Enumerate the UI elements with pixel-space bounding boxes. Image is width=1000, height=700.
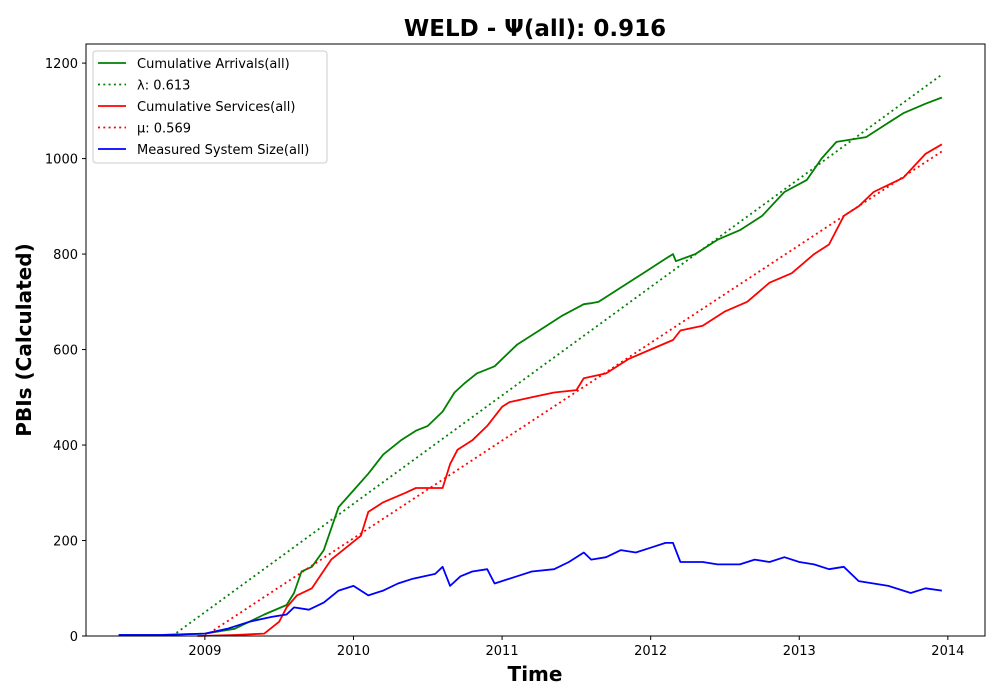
x-tick-label: 2014 <box>931 644 964 659</box>
legend-label-2: λ: 0.613 <box>137 79 190 94</box>
legend: Cumulative Arrivals(all) λ: 0.613 Cumulati… <box>92 50 328 164</box>
series-line-4-0-569 <box>204 150 943 637</box>
y-axis-label: PBIs (Calculated) <box>12 243 36 436</box>
y-tick-label: 0 <box>70 630 78 645</box>
series-layer <box>118 73 943 637</box>
legend-label-5: Measured System Size(all) <box>137 143 309 158</box>
series-line-3-cumulative-services-all <box>197 143 943 637</box>
x-tick-label: 2012 <box>634 644 667 659</box>
y-tick-label: 200 <box>53 535 78 550</box>
legend-frame <box>92 50 328 164</box>
y-tick-label: 400 <box>53 439 78 454</box>
legend-label-4: μ: 0.569 <box>137 122 191 137</box>
x-tick-label: 2009 <box>188 644 221 659</box>
y-tick-label: 800 <box>53 248 78 263</box>
legend-label-1: Cumulative Arrivals(all) <box>137 57 290 72</box>
plot-frame <box>85 43 986 637</box>
x-axis-label: Time <box>508 662 563 686</box>
y-tick-label: 1000 <box>45 153 78 168</box>
x-tick-label: 2010 <box>337 644 370 659</box>
x-tick-label: 2011 <box>486 644 519 659</box>
series-line-5-measured-system-size-all <box>118 542 943 636</box>
x-tick-label: 2013 <box>783 644 816 659</box>
y-tick-label: 1200 <box>45 57 78 72</box>
legend-label-3: Cumulative Services(all) <box>137 100 295 115</box>
y-tick-label: 600 <box>53 344 78 359</box>
chart-title: WELD - Ψ(all): 0.916 <box>404 16 666 42</box>
axis-layer: 2009 2010 2011 2012 2013 2014 0 200 400 600 800 100… <box>45 57 964 659</box>
